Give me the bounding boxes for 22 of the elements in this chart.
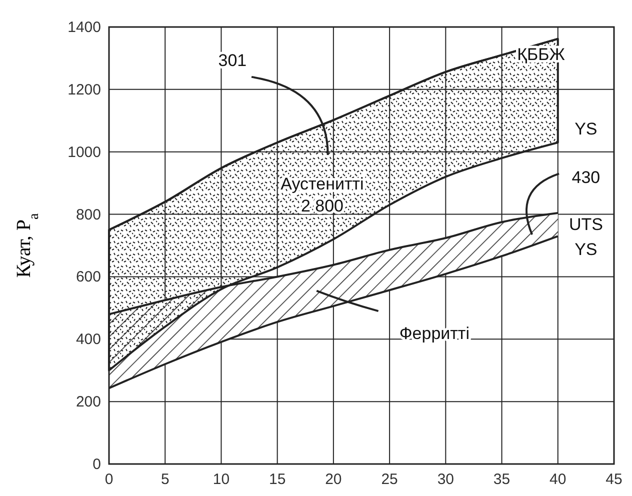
y-tick-label: 200 bbox=[76, 394, 101, 411]
x-tick-label: 45 bbox=[606, 471, 622, 488]
annotation: YS bbox=[574, 120, 598, 139]
annotation: UTS bbox=[568, 214, 603, 234]
x-tick-label: 0 bbox=[104, 471, 114, 488]
x-tick-label: 15 bbox=[268, 471, 286, 488]
annotation: 430 bbox=[572, 168, 600, 188]
y-tick-label: 1400 bbox=[68, 19, 101, 36]
x-tick-label: 10 bbox=[212, 471, 230, 488]
x-tick-label: 40 bbox=[550, 471, 566, 488]
y-tick-label: 800 bbox=[76, 206, 101, 224]
x-tick-label: 30 bbox=[437, 471, 454, 488]
x-tick-label: 20 bbox=[325, 471, 342, 488]
x-tick-label: 25 bbox=[381, 471, 398, 488]
annotation: YS bbox=[574, 240, 598, 259]
y-tick-label: 400 bbox=[76, 331, 101, 348]
x-tick-label: 5 bbox=[160, 471, 170, 488]
y-tick-label: 0 bbox=[92, 456, 101, 473]
y-tick-label: 1000 bbox=[68, 144, 101, 161]
y-tick-label: 600 bbox=[76, 268, 101, 286]
y-tick-label: 1200 bbox=[68, 81, 101, 98]
x-tick-label: 35 bbox=[493, 471, 510, 488]
